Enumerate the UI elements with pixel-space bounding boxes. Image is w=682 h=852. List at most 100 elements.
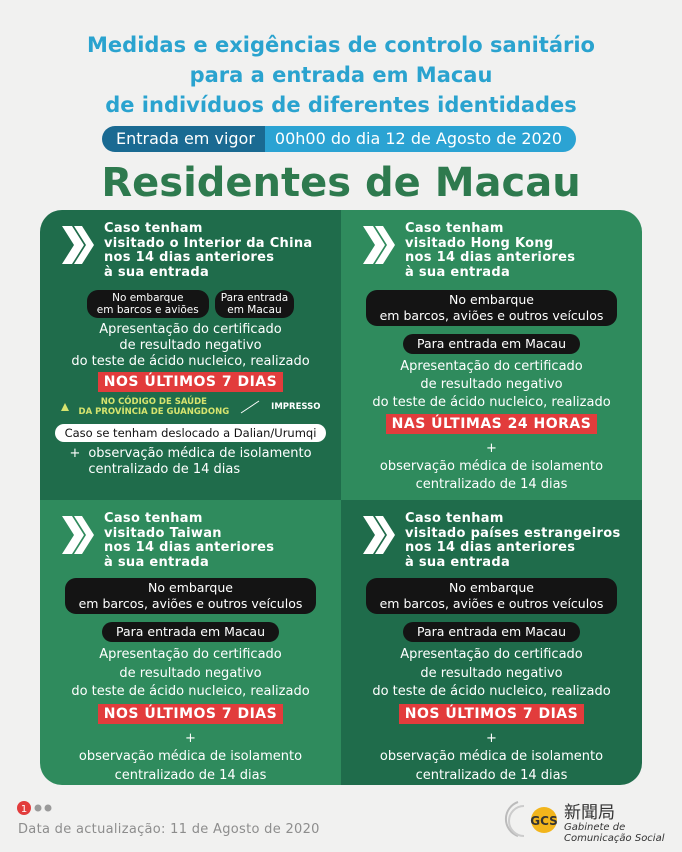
tag-line: em barcos, aviões e outros veículos <box>379 596 604 611</box>
observation-line: centralizado de 14 dias <box>415 767 568 783</box>
plus: + <box>185 730 196 746</box>
heading-line: Caso tenham <box>104 221 203 236</box>
svg-text:GCS: GCS <box>530 814 558 828</box>
effective-date: 00h00 do dia 12 de Agosto de 2020 <box>264 126 577 152</box>
heading-line: à sua entrada <box>405 554 511 570</box>
observation-line: centralizado de 14 dias <box>114 767 267 783</box>
tag-line: Para entrada em Macau <box>416 336 567 351</box>
observation-line: observação médica de isolamento <box>379 749 604 764</box>
heading-line: nos 14 dias anteriores <box>405 250 576 265</box>
chevron-icon <box>62 516 94 554</box>
health-code-line: NO CÓDIGO DE SAÚDE <box>100 397 207 407</box>
tag-line: No embarque <box>112 292 184 304</box>
chevron-icon <box>62 226 94 264</box>
heading-line: nos 14 dias anteriores <box>405 540 576 555</box>
heading-line: à sua entrada <box>104 264 210 280</box>
tag-line: No embarque <box>449 580 534 595</box>
heading: Caso tenham visitado países estrangeiros n… <box>405 511 621 570</box>
heading-line: visitado Taiwan <box>104 525 222 541</box>
plus: + <box>69 446 81 461</box>
health-code-alternative: IMPRESSO <box>271 402 321 412</box>
tag-line: Para entrada em Macau <box>115 624 266 639</box>
main-title: Residentes de Macau <box>101 160 581 206</box>
logo-chinese: 新聞局 <box>564 803 615 823</box>
heading-line: nos 14 dias anteriores <box>104 540 275 555</box>
heading-line: visitado Hong Kong <box>405 235 554 251</box>
certificate-line: Apresentação do certificado <box>99 647 282 662</box>
heading-line: Caso tenham <box>104 511 203 526</box>
heading: Caso tenham visitado o Interior da China n… <box>104 221 313 280</box>
certificate-line: do teste de ácido nucleico, realizado <box>372 395 611 410</box>
update-date: Data de actualização: 11 de Agosto de 20… <box>18 822 320 837</box>
certificate-line: de resultado negativo <box>420 665 563 681</box>
observation-line: centralizado de 14 dias <box>88 462 241 477</box>
note: Caso se tenham deslocado a Dalian/Urumqi <box>54 424 327 442</box>
heading: Caso tenham visitado Taiwan nos 14 dias an… <box>104 511 275 570</box>
tag-line: No embarque <box>449 292 534 307</box>
effective-label: Entrada em vigor <box>102 126 265 152</box>
logo-line: Comunicação Social <box>564 833 665 844</box>
plus: + <box>486 441 497 456</box>
plus: + <box>486 730 497 746</box>
heading-line: à sua entrada <box>405 264 511 280</box>
body: No embarque em barcos, aviões e outros ve… <box>341 286 642 494</box>
observation-line: observação médica de isolamento <box>78 749 303 764</box>
tag: Para entrada em Macau <box>402 334 581 354</box>
observation-text: observação médica de isolamento centraliz… <box>88 446 311 478</box>
card: Caso tenham visitado o Interior da China n… <box>40 210 642 785</box>
certificate-line: de resultado negativo <box>119 338 262 353</box>
health-code-text: NO CÓDIGO DE SAÚDE DA PROVÍNCIA DE GUANGD… <box>79 397 230 417</box>
quadrant: Caso tenham visitado Taiwan nos 14 dias an… <box>40 500 341 785</box>
certificate-line: de resultado negativo <box>119 665 262 681</box>
health-code-line: DA PROVÍNCIA DE GUANGDONG <box>78 407 230 417</box>
certificate-line: Apresentação do certificado <box>400 359 583 374</box>
certificate-line: Apresentação do certificado <box>400 647 583 662</box>
body: No embarque em barcos, aviões e outros ve… <box>341 574 642 785</box>
title-line: Medidas e exigências de controlo sanitár… <box>87 33 595 57</box>
tag-line: Para entrada em Macau <box>416 624 567 639</box>
tag-line: em barcos, aviões e outros veículos <box>379 308 604 323</box>
tag-line: em Macau <box>227 304 282 316</box>
highlight: NOS ÚLTIMOS 7 DIAS <box>97 372 284 392</box>
chevron-icon <box>363 226 395 264</box>
title-line: de indivíduos de diferentes identidades <box>105 93 577 117</box>
tag: Para entrada em Macau <box>101 622 280 642</box>
certificate-line: do teste de ácido nucleico, realizado <box>71 354 310 369</box>
tag: No embarque em barcos, aviões e outros ve… <box>365 290 618 326</box>
slash <box>240 400 260 414</box>
tag-line: em barcos, aviões e outros veículos <box>78 596 303 611</box>
chevron-icon <box>363 516 395 554</box>
quadrant: Caso tenham visitado Hong Kong nos 14 dias… <box>341 210 642 500</box>
certificate-line: Apresentação do certificado <box>99 322 282 337</box>
tag-row: No embarque em barcos e aviões Para entrad… <box>86 286 295 322</box>
tag: No embarque em barcos, aviões e outros ve… <box>64 578 317 614</box>
highlight: NOS ÚLTIMOS 7 DIAS <box>398 703 585 724</box>
observation-line: centralizado de 14 dias <box>415 477 568 492</box>
title-line: para a entrada em Macau <box>189 63 493 87</box>
heading-line: à sua entrada <box>104 554 210 570</box>
certificate-line: de resultado negativo <box>420 377 563 392</box>
certificate-line: do teste de ácido nucleico, realizado <box>71 684 310 699</box>
tag: No embarque em barcos e aviões <box>86 290 209 318</box>
svg-text:1: 1 <box>21 804 27 815</box>
heading-line: Caso tenham <box>405 221 504 236</box>
heading-line: nos 14 dias anteriores <box>104 250 275 265</box>
quadrant: Caso tenham visitado países estrangeiros n… <box>341 500 642 785</box>
page-dots: 1 <box>17 801 52 815</box>
observation-line: observação médica de isolamento <box>379 459 604 474</box>
observation: + observação médica de isolamento centrali… <box>69 446 311 478</box>
tag: Para entrada em Macau <box>214 290 295 318</box>
body: No embarque em barcos e aviões Para entrad… <box>40 286 341 478</box>
logo: GCS 新聞局 Gabinete de Comunicação Social <box>504 801 665 844</box>
highlight: NOS ÚLTIMOS 7 DIAS <box>97 703 284 724</box>
heading-line: Caso tenham <box>405 511 504 526</box>
heading-line: visitado o Interior da China <box>104 235 313 251</box>
certificate-line: do teste de ácido nucleico, realizado <box>372 684 611 699</box>
tag: Para entrada em Macau <box>402 622 581 642</box>
effective-pill: Entrada em vigor 00h00 do dia 12 de Agos… <box>102 126 577 152</box>
triangle <box>60 403 69 411</box>
observation-line: observação médica de isolamento <box>88 446 312 461</box>
tag: No embarque em barcos, aviões e outros ve… <box>365 578 618 614</box>
tag-line: em barcos e aviões <box>96 304 199 316</box>
